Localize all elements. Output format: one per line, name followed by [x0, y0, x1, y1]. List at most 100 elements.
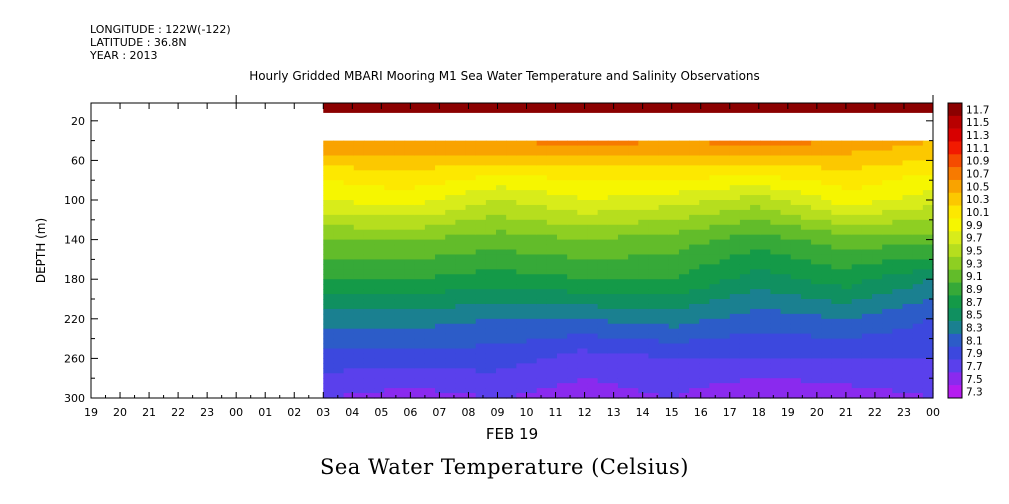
field-cell	[424, 333, 436, 340]
field-cell	[780, 234, 792, 241]
field-cell	[872, 214, 883, 221]
field-cell	[567, 195, 578, 201]
field-cell	[577, 383, 589, 389]
field-cell	[536, 294, 548, 300]
field-cell	[435, 299, 446, 305]
field-cell	[607, 190, 619, 196]
field-cell	[851, 328, 863, 335]
field-cell	[546, 249, 558, 256]
field-cell	[638, 239, 650, 246]
field-cell	[770, 269, 782, 275]
field-cell	[882, 150, 893, 157]
field-cell	[699, 175, 711, 181]
field-cell	[323, 175, 335, 181]
field-cell	[485, 244, 497, 251]
colorbar-swatch	[948, 244, 962, 258]
field-cell	[506, 180, 517, 186]
field-cell	[892, 155, 904, 162]
field-cell	[343, 378, 355, 384]
field-cell	[475, 200, 487, 206]
field-cell	[374, 204, 385, 211]
field-cell	[719, 214, 731, 221]
field-cell	[536, 165, 548, 171]
field-cell	[506, 219, 517, 226]
field-cell	[323, 318, 335, 325]
field-cell	[526, 249, 538, 256]
field-cell	[557, 299, 568, 305]
field-cell	[526, 333, 538, 340]
field-cell	[872, 249, 883, 256]
field-cell	[689, 234, 700, 241]
field-cell	[475, 373, 487, 379]
field-cell	[760, 313, 771, 320]
field-cell	[394, 209, 406, 216]
field-cell	[709, 343, 721, 350]
field-cell	[404, 383, 416, 389]
field-cell	[516, 338, 528, 345]
field-cell	[374, 239, 385, 246]
field-cell	[546, 388, 558, 394]
field-cell	[617, 294, 629, 300]
field-cell	[872, 333, 883, 340]
field-cell	[719, 323, 731, 330]
field-cell	[516, 175, 528, 181]
field-cell	[557, 165, 568, 171]
field-cell	[404, 214, 416, 221]
field-cell	[689, 318, 700, 325]
field-cell	[465, 269, 477, 275]
field-cell	[678, 229, 690, 236]
field-cell	[384, 170, 396, 176]
field-cell	[882, 244, 893, 251]
field-cell	[709, 348, 721, 355]
field-cell	[617, 303, 629, 310]
field-cell	[851, 204, 863, 211]
field-cell	[506, 209, 517, 216]
field-cell	[323, 190, 335, 196]
field-cell	[922, 224, 934, 231]
x-tick-label: 16	[694, 406, 708, 419]
field-cell	[374, 323, 385, 330]
field-cell	[435, 363, 446, 369]
field-cell	[435, 333, 446, 340]
field-cell	[526, 368, 538, 374]
field-cell	[435, 170, 446, 176]
field-cell	[709, 249, 721, 256]
field-cell	[394, 299, 406, 305]
field-cell	[475, 239, 487, 246]
field-cell	[496, 269, 507, 275]
colorbar-swatch	[948, 205, 962, 219]
field-cell	[851, 338, 863, 345]
field-cell	[678, 348, 690, 355]
field-cell	[363, 378, 375, 384]
field-cell	[780, 318, 792, 325]
field-cell	[760, 264, 771, 270]
field-cell	[424, 244, 436, 251]
field-cell	[739, 388, 751, 394]
x-tick-label: 00	[229, 406, 243, 419]
field-cell	[516, 348, 528, 355]
field-cell	[445, 190, 456, 196]
field-cell	[821, 308, 832, 315]
field-cell	[872, 140, 883, 147]
field-cell	[557, 259, 568, 265]
field-cell	[597, 348, 609, 355]
field-cell	[485, 313, 497, 320]
field-cell	[485, 338, 497, 345]
field-cell	[506, 368, 517, 374]
field-cell	[526, 289, 538, 295]
field-cell	[374, 348, 385, 355]
field-cell	[323, 239, 335, 246]
field-cell	[374, 343, 385, 350]
field-cell	[668, 289, 680, 295]
field-cell	[435, 200, 446, 206]
field-cell	[496, 165, 507, 171]
field-cell	[668, 348, 680, 355]
field-cell	[363, 180, 375, 186]
field-cell	[678, 368, 690, 374]
field-cell	[516, 140, 528, 147]
field-cell	[719, 200, 731, 206]
field-cell	[831, 303, 843, 310]
field-cell	[750, 388, 761, 394]
field-cell	[333, 269, 345, 275]
field-cell	[496, 378, 507, 384]
